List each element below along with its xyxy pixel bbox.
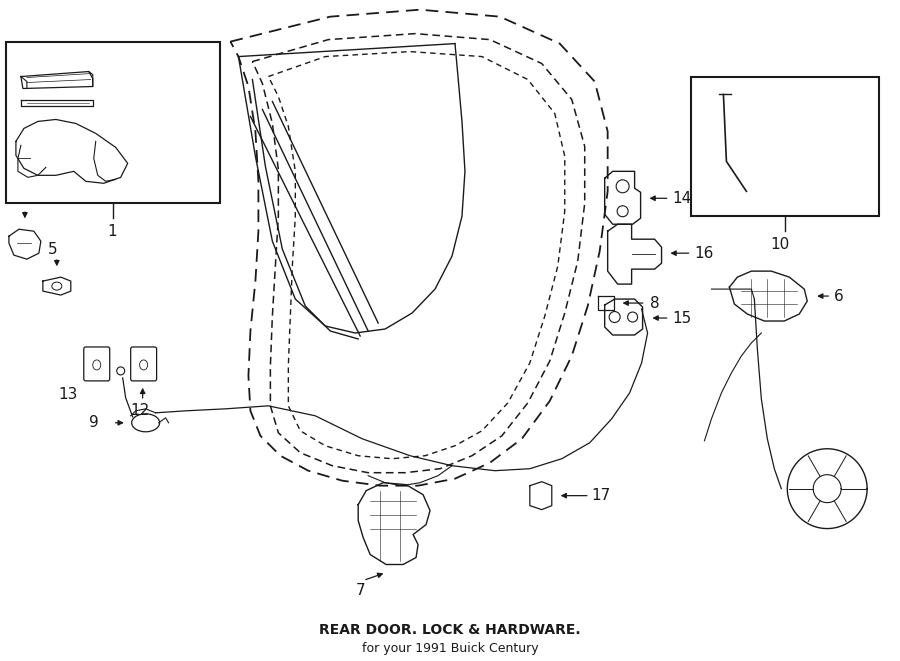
- Text: REAR DOOR. LOCK & HARDWARE.: REAR DOOR. LOCK & HARDWARE.: [320, 623, 580, 637]
- Text: 1: 1: [107, 223, 117, 239]
- Text: 13: 13: [58, 387, 77, 403]
- Text: 15: 15: [672, 311, 692, 325]
- Text: 4: 4: [4, 192, 13, 207]
- Text: 16: 16: [695, 246, 714, 260]
- Text: 7: 7: [356, 583, 365, 598]
- Text: 2: 2: [113, 73, 123, 88]
- Text: 9: 9: [89, 415, 99, 430]
- Text: 3: 3: [112, 96, 122, 111]
- Bar: [6, 42, 220, 204]
- Text: 5: 5: [48, 242, 58, 256]
- Text: 17: 17: [591, 488, 611, 503]
- Text: 12: 12: [130, 403, 150, 418]
- Bar: [691, 77, 879, 216]
- Text: 6: 6: [834, 289, 844, 303]
- Text: for your 1991 Buick Century: for your 1991 Buick Century: [362, 642, 538, 655]
- Circle shape: [117, 367, 125, 375]
- Text: 10: 10: [770, 237, 789, 252]
- Text: 14: 14: [672, 191, 692, 206]
- Text: 11: 11: [774, 87, 794, 102]
- Text: 8: 8: [650, 295, 659, 311]
